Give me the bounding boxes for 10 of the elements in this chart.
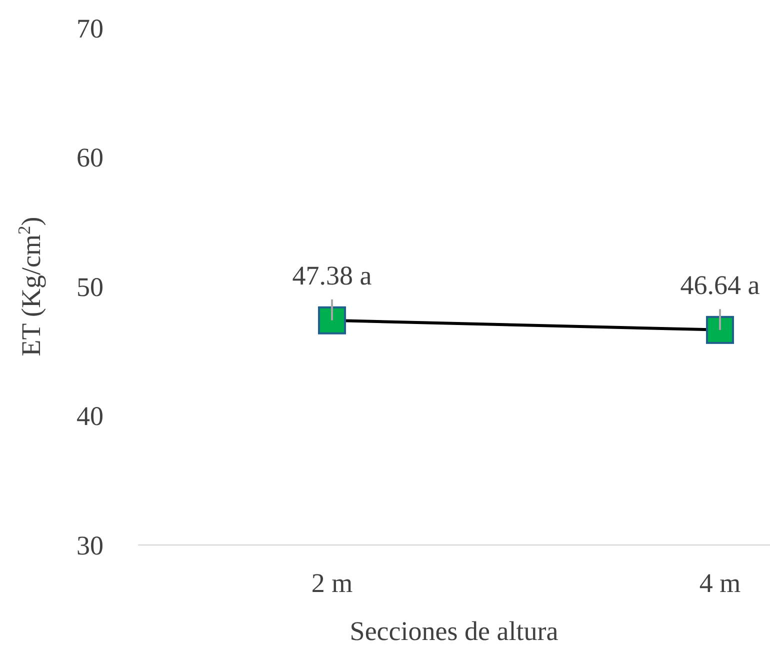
y-tick-label: 40 [76, 401, 104, 432]
y-tick-label: 60 [76, 142, 104, 173]
y-tick-label: 70 [76, 13, 104, 44]
x-axis-title: Secciones de altura [350, 616, 558, 646]
data-label: 46.64 a [680, 270, 760, 300]
x-tick-label: 4 m [699, 568, 741, 598]
x-tick-label: 2 m [311, 568, 353, 598]
y-tick-label: 50 [76, 272, 104, 302]
data-label: 47.38 a [292, 260, 372, 290]
y-tick-label: 30 [76, 530, 104, 560]
